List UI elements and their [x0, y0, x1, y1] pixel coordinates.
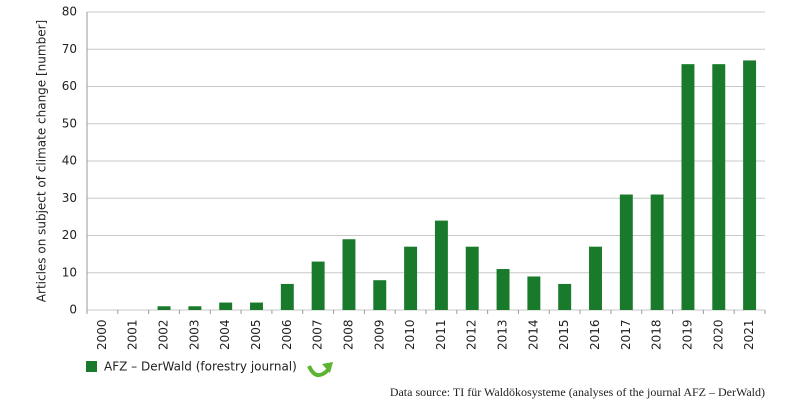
y-tick-label: 50	[62, 116, 77, 130]
y-tick-label: 30	[62, 191, 77, 205]
bar	[743, 60, 757, 310]
x-tick-label: 2020	[711, 319, 725, 350]
x-tick-label: 2002	[157, 319, 171, 350]
bar	[188, 306, 202, 310]
x-tick-label: 2019	[680, 319, 694, 350]
x-tick-label: 2011	[434, 319, 448, 350]
bar	[465, 246, 479, 310]
y-tick-label: 40	[62, 154, 77, 168]
legend-label: AFZ – DerWald (forestry journal)	[104, 360, 297, 374]
x-tick-label: 2018	[650, 319, 664, 350]
x-tick-label: 2005	[249, 319, 263, 350]
x-tick-label: 2004	[218, 319, 232, 350]
x-tick-label: 2014	[526, 319, 540, 350]
bar	[589, 246, 602, 310]
bar	[250, 302, 263, 310]
bar	[619, 194, 633, 310]
bar	[219, 302, 233, 310]
y-tick-label: 10	[62, 265, 77, 279]
x-tick-label: 2008	[341, 319, 355, 350]
x-tick-label: 2009	[372, 319, 386, 350]
bar	[650, 194, 664, 310]
x-tick-label: 2016	[588, 319, 602, 350]
y-tick-label: 80	[62, 5, 77, 19]
bar	[558, 283, 572, 310]
bar	[434, 220, 448, 310]
x-tick-label: 2003	[187, 319, 201, 350]
x-tick-label: 2013	[496, 319, 510, 350]
y-tick-label: 0	[69, 303, 77, 317]
bar	[373, 280, 387, 310]
bar	[280, 283, 294, 310]
bar	[342, 239, 356, 310]
y-tick-label: 20	[62, 228, 77, 242]
x-tick-label: 2006	[280, 319, 294, 350]
bar	[496, 269, 510, 310]
bar	[712, 64, 726, 311]
y-tick-label: 60	[62, 79, 77, 93]
x-tick-label: 2015	[557, 319, 571, 350]
bar	[404, 246, 418, 310]
x-tick-label: 2001	[126, 319, 140, 350]
y-axis-label: Articles on subject of climate change [n…	[35, 20, 49, 302]
x-tick-label: 2012	[465, 319, 479, 350]
bar	[527, 276, 541, 310]
x-tick-label: 2021	[742, 319, 756, 350]
x-tick-label: 2007	[311, 319, 325, 350]
x-tick-label: 2010	[403, 319, 417, 350]
bar	[311, 261, 325, 310]
y-tick-label: 70	[62, 42, 77, 56]
x-tick-label: 2017	[619, 319, 633, 350]
source-note: Data source: TI für Waldökosysteme (anal…	[390, 385, 765, 399]
x-tick-label: 2000	[95, 319, 109, 350]
bar	[157, 306, 171, 310]
bar	[681, 64, 695, 311]
arrow-icon	[307, 362, 333, 378]
legend-swatch	[86, 361, 97, 372]
